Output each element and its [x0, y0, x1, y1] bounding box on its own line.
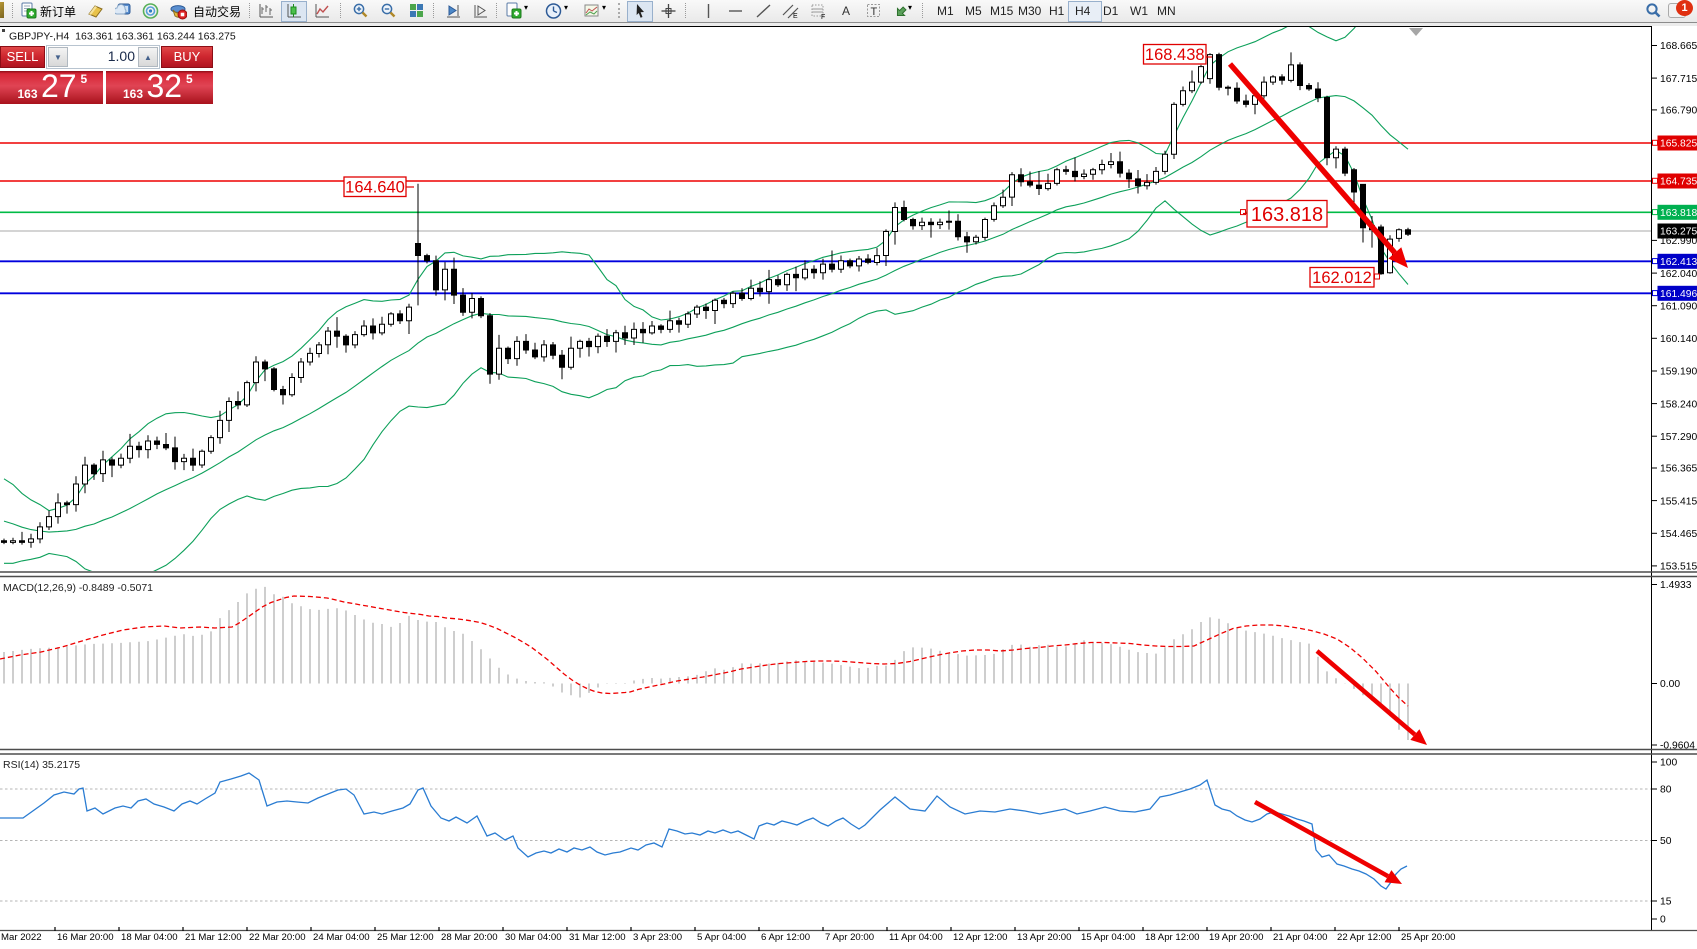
- svg-text:16 Mar 20:00: 16 Mar 20:00: [57, 932, 114, 943]
- svg-text:168.438: 168.438: [1145, 46, 1205, 64]
- svg-text:163.275: 163.275: [1660, 227, 1697, 238]
- svg-text:0: 0: [1660, 915, 1666, 926]
- svg-text:22 Apr 12:00: 22 Apr 12:00: [1337, 932, 1391, 943]
- svg-text:6 Apr 12:00: 6 Apr 12:00: [761, 932, 810, 943]
- svg-text:155.415: 155.415: [1660, 496, 1697, 507]
- svg-text:166.790: 166.790: [1660, 106, 1697, 117]
- svg-text:1.4933: 1.4933: [1660, 580, 1692, 591]
- svg-text:161.496: 161.496: [1660, 289, 1697, 300]
- svg-text:25 Apr 20:00: 25 Apr 20:00: [1401, 932, 1455, 943]
- svg-text:100: 100: [1660, 758, 1677, 769]
- svg-text:18 Mar 04:00: 18 Mar 04:00: [121, 932, 178, 943]
- svg-text:160.140: 160.140: [1660, 334, 1697, 345]
- svg-text:28 Mar 20:00: 28 Mar 20:00: [441, 932, 498, 943]
- svg-text:157.290: 157.290: [1660, 432, 1697, 443]
- svg-text:164.735: 164.735: [1660, 177, 1697, 188]
- svg-text:163.818: 163.818: [1251, 204, 1323, 226]
- svg-text:7 Apr 20:00: 7 Apr 20:00: [825, 932, 874, 943]
- svg-text:22 Mar 20:00: 22 Mar 20:00: [249, 932, 306, 943]
- svg-text:19 Apr 20:00: 19 Apr 20:00: [1209, 932, 1263, 943]
- svg-text:18 Apr 12:00: 18 Apr 12:00: [1145, 932, 1199, 943]
- svg-text:80: 80: [1660, 785, 1672, 796]
- svg-text:F: F: [821, 14, 825, 20]
- svg-text:5 Apr 04:00: 5 Apr 04:00: [697, 932, 746, 943]
- svg-text:50: 50: [1660, 836, 1672, 847]
- svg-text:158.240: 158.240: [1660, 399, 1697, 410]
- svg-text:3 Apr 23:00: 3 Apr 23:00: [633, 932, 682, 943]
- svg-text:162.413: 162.413: [1660, 257, 1697, 268]
- svg-text:15: 15: [1660, 897, 1672, 908]
- svg-text:159.190: 159.190: [1660, 367, 1697, 378]
- svg-text:162.012: 162.012: [1312, 269, 1372, 287]
- svg-text:-0.9604: -0.9604: [1660, 741, 1695, 752]
- svg-text:11 Apr 04:00: 11 Apr 04:00: [889, 932, 943, 943]
- svg-text:12 Apr 12:00: 12 Apr 12:00: [953, 932, 1007, 943]
- svg-text:167.715: 167.715: [1660, 74, 1697, 85]
- svg-text:T: T: [871, 6, 878, 18]
- svg-text:164.640: 164.640: [345, 179, 405, 197]
- svg-text:162.040: 162.040: [1660, 269, 1697, 280]
- svg-text:163.818: 163.818: [1660, 208, 1697, 219]
- svg-text:13 Apr 20:00: 13 Apr 20:00: [1017, 932, 1071, 943]
- svg-text:161.090: 161.090: [1660, 301, 1697, 312]
- svg-text:31 Mar 12:00: 31 Mar 12:00: [569, 932, 626, 943]
- svg-text:30 Mar 04:00: 30 Mar 04:00: [505, 932, 562, 943]
- svg-text:154.465: 154.465: [1660, 529, 1697, 540]
- svg-text:25 Mar 12:00: 25 Mar 12:00: [377, 932, 434, 943]
- svg-text:24 Mar 04:00: 24 Mar 04:00: [313, 932, 370, 943]
- svg-text:21 Mar 12:00: 21 Mar 12:00: [185, 932, 242, 943]
- svg-text:E: E: [793, 13, 798, 20]
- svg-text:165.825: 165.825: [1660, 139, 1697, 150]
- svg-text:RSI(14) 35.2175: RSI(14) 35.2175: [3, 759, 80, 771]
- svg-text:21 Apr 04:00: 21 Apr 04:00: [1273, 932, 1327, 943]
- svg-text:A: A: [842, 4, 850, 18]
- svg-text:Mar 2022: Mar 2022: [1, 932, 42, 943]
- svg-text:GBPJPY-,H4 163.361 163.361 16: GBPJPY-,H4 163.361 163.361 163.244 163.2…: [9, 31, 236, 43]
- svg-text:MACD(12,26,9) -0.8489 -0.5071: MACD(12,26,9) -0.8489 -0.5071: [3, 582, 153, 594]
- svg-text:15 Apr 04:00: 15 Apr 04:00: [1081, 932, 1135, 943]
- svg-text:168.665: 168.665: [1660, 41, 1697, 52]
- svg-text:0.00: 0.00: [1660, 679, 1680, 690]
- svg-text:156.365: 156.365: [1660, 464, 1697, 475]
- svg-text:153.515: 153.515: [1660, 562, 1697, 573]
